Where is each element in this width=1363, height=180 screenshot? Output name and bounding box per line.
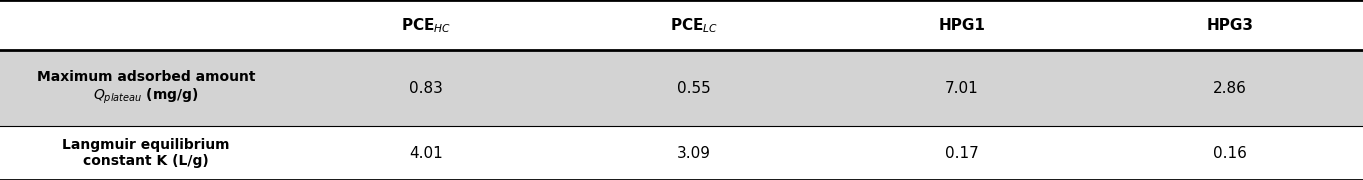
Bar — [829, 126, 1096, 180]
Text: Langmuir equilibrium
constant K (L/g): Langmuir equilibrium constant K (L/g) — [63, 138, 230, 168]
Bar — [1096, 50, 1363, 126]
Text: 0.83: 0.83 — [409, 81, 443, 96]
Text: 0.16: 0.16 — [1213, 145, 1247, 161]
Bar — [293, 0, 560, 50]
Bar — [1096, 126, 1363, 180]
Text: 2.86: 2.86 — [1213, 81, 1247, 96]
Text: 3.09: 3.09 — [677, 145, 711, 161]
Text: 0.55: 0.55 — [677, 81, 711, 96]
Text: PCE$_{HC}$: PCE$_{HC}$ — [401, 16, 451, 35]
Bar — [829, 50, 1096, 126]
Text: 7.01: 7.01 — [945, 81, 979, 96]
Bar — [560, 50, 829, 126]
Bar — [560, 126, 829, 180]
Bar — [829, 0, 1096, 50]
Bar — [1096, 0, 1363, 50]
Bar — [0, 50, 293, 126]
Bar — [560, 0, 829, 50]
Text: Maximum adsorbed amount
$Q_{plateau}$ (mg/g): Maximum adsorbed amount $Q_{plateau}$ (m… — [37, 70, 255, 106]
Bar — [0, 0, 293, 50]
Text: HPG3: HPG3 — [1206, 18, 1254, 33]
Text: 4.01: 4.01 — [409, 145, 443, 161]
Bar — [293, 126, 560, 180]
Text: 0.17: 0.17 — [945, 145, 979, 161]
Bar — [0, 126, 293, 180]
Text: HPG1: HPG1 — [939, 18, 985, 33]
Bar — [293, 50, 560, 126]
Text: PCE$_{LC}$: PCE$_{LC}$ — [671, 16, 718, 35]
